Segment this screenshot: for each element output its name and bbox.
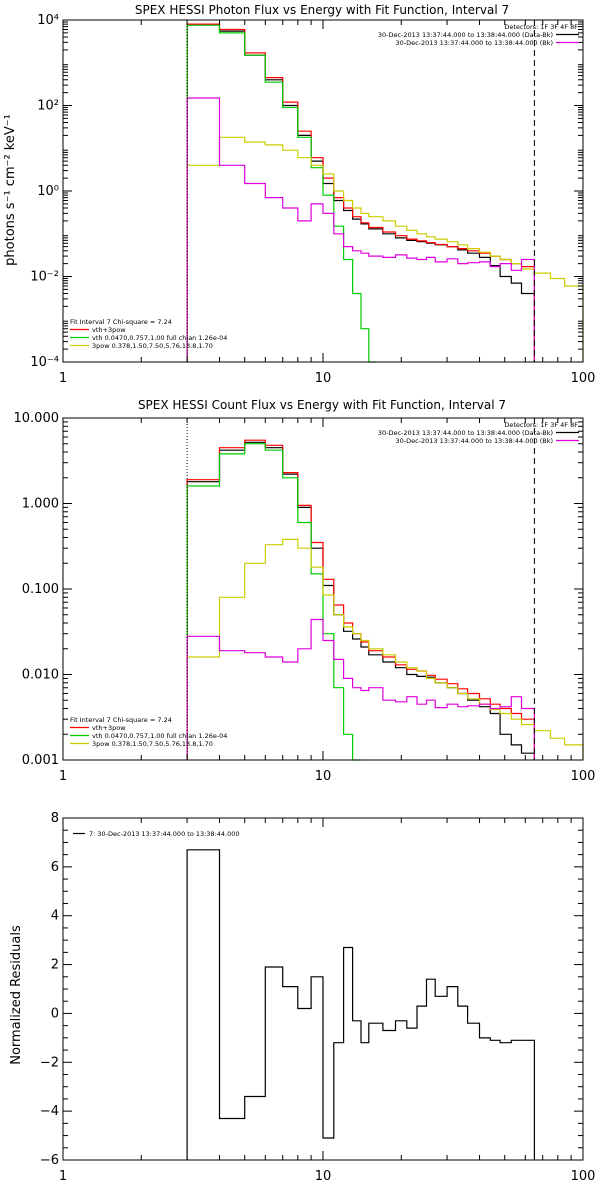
count-flux-ytick-label-2: 0.100 bbox=[22, 582, 59, 597]
photon-flux-series-4 bbox=[186, 97, 535, 362]
count-flux-ytick-label-0: 0.001 bbox=[22, 753, 59, 768]
residuals-xtick-label-2: 100 bbox=[571, 1169, 596, 1184]
residuals-ytick-label-4: 2 bbox=[51, 958, 59, 973]
residuals-series-0 bbox=[186, 849, 535, 1160]
count-flux-legend-fit: Fit Interval 7 Chi-square = 7.24vth+3pow… bbox=[70, 716, 227, 748]
residuals-axes-frame bbox=[62, 817, 584, 1161]
count-flux-series-0 bbox=[186, 441, 535, 760]
residuals-ylabel: Normalized Residuals bbox=[9, 925, 24, 1065]
count-flux-series-4 bbox=[186, 618, 535, 760]
residuals-xtick-label-1: 10 bbox=[315, 1169, 332, 1184]
count-flux-series-1 bbox=[186, 439, 535, 760]
photon-flux-panel: SPEX HESSI Photon Flux vs Energy with Fi… bbox=[3, 3, 595, 386]
count-flux-xtick-label-0: 1 bbox=[59, 769, 67, 784]
count-flux-fit-entry-2: 3pow 0.378,1.50,7.50,5.76,13.8,1.70 bbox=[92, 740, 213, 748]
count-flux-xtick-label-1: 10 bbox=[315, 769, 332, 784]
photon-flux-axes-frame bbox=[62, 19, 584, 363]
photon-flux-series-3 bbox=[186, 136, 584, 362]
residuals-series bbox=[186, 849, 535, 1160]
photon-flux-range-lines bbox=[186, 20, 535, 362]
count-flux-xtick-label-2: 100 bbox=[571, 769, 596, 784]
count-flux-legend-entry-0: 30-Dec-2013 13:37:44.000 to 13:38:44.000… bbox=[378, 429, 553, 437]
residuals-ytick-label-2: −2 bbox=[40, 1055, 59, 1070]
residuals-ytick-label-5: 4 bbox=[51, 909, 59, 924]
photon-flux-legend-entry-0: 30-Dec-2013 13:37:44.000 to 13:38:44.000… bbox=[378, 31, 553, 39]
count-flux-ytick-label-1: 0.010 bbox=[22, 668, 59, 683]
count-flux-range-lines bbox=[186, 418, 535, 760]
residuals-ytick-label-7: 8 bbox=[51, 811, 59, 826]
photon-flux-xtick-label-0: 1 bbox=[59, 371, 67, 386]
count-flux-ytick-label-3: 1.000 bbox=[22, 497, 59, 512]
residuals-legend-entry-0: 7: 30-Dec-2013 13:37:44.000 to 13:38:44.… bbox=[89, 830, 240, 838]
count-flux-ticks: 1 10 100 0.001 0.010 0.100 1.000 10.000 bbox=[14, 411, 596, 784]
photon-flux-ytick-label-3: 10² bbox=[37, 99, 59, 114]
photon-flux-legend-header: Detectors: 1F 3F 4F 8F bbox=[504, 23, 578, 31]
count-flux-fit-entry-0: vth+3pow bbox=[92, 724, 126, 732]
count-flux-legend-entry-1: 30-Dec-2013 13:37:44.000 to 13:38:44.000… bbox=[396, 437, 554, 445]
count-flux-fit-entry-1: vth 0.0470,0.757,1.00 full chian 1.26e-0… bbox=[92, 732, 227, 740]
photon-flux-ticks: 1 10 100 10⁻⁴ 10⁻² 10⁰ 10² 10⁴ bbox=[30, 13, 595, 386]
residuals-ytick-label-3: 0 bbox=[51, 1006, 59, 1021]
residuals-panel: Normalized Residuals 1 10 100 −6 −4 −2 0 2 4 6 8 7… bbox=[9, 811, 595, 1184]
count-flux-ytick-label-4: 10.000 bbox=[14, 411, 60, 426]
count-flux-panel: SPEX HESSI Count Flux vs Energy with Fit… bbox=[14, 398, 596, 784]
photon-flux-ylabel: photons s⁻¹ cm⁻² keV⁻¹ bbox=[3, 114, 18, 266]
residuals-legend: 7: 30-Dec-2013 13:37:44.000 to 13:38:44.… bbox=[73, 830, 240, 838]
count-flux-title: SPEX HESSI Count Flux vs Energy with Fit… bbox=[138, 398, 506, 412]
residuals-ytick-label-1: −4 bbox=[40, 1104, 59, 1119]
residuals-ticks: 1 10 100 −6 −4 −2 0 2 4 6 8 bbox=[40, 811, 596, 1184]
photon-flux-fit-header: Fit Interval 7 Chi-square = 7.24 bbox=[70, 318, 172, 326]
count-flux-fit-header: Fit Interval 7 Chi-square = 7.24 bbox=[70, 716, 172, 724]
photon-flux-ytick-label-0: 10⁻⁴ bbox=[30, 355, 59, 370]
photon-flux-title: SPEX HESSI Photon Flux vs Energy with Fi… bbox=[135, 3, 509, 17]
photon-flux-legend-fit: Fit Interval 7 Chi-square = 7.24vth+3pow… bbox=[70, 318, 227, 350]
photon-flux-series bbox=[186, 23, 584, 363]
photon-flux-fit-entry-0: vth+3pow bbox=[92, 326, 126, 334]
photon-flux-series-0 bbox=[186, 23, 535, 362]
photon-flux-ytick-label-2: 10⁰ bbox=[37, 184, 59, 199]
residuals-ytick-label-0: −6 bbox=[40, 1153, 59, 1168]
count-flux-series-3 bbox=[186, 538, 584, 760]
count-flux-series bbox=[186, 439, 584, 761]
photon-flux-fit-entry-2: 3pow 0.378,1.50,7.50,5.76,13.8,1.70 bbox=[92, 342, 213, 350]
residuals-ytick-label-6: 6 bbox=[51, 860, 59, 875]
photon-flux-xtick-label-2: 100 bbox=[571, 371, 596, 386]
photon-flux-fit-entry-1: vth 0.0470,0.757,1.00 full chian 1.26e-0… bbox=[92, 334, 227, 342]
photon-flux-series-1 bbox=[186, 23, 535, 362]
photon-flux-xtick-label-1: 10 bbox=[315, 371, 332, 386]
photon-flux-legend-entry-1: 30-Dec-2013 13:37:44.000 to 13:38:44.000… bbox=[396, 39, 554, 47]
count-flux-legend-header: Detectors: 1F 3F 4F 8F bbox=[504, 421, 578, 429]
residuals-xtick-label-0: 1 bbox=[59, 1169, 67, 1184]
photon-flux-series-2 bbox=[186, 24, 377, 363]
photon-flux-ytick-label-1: 10⁻² bbox=[30, 270, 59, 285]
count-flux-series-2 bbox=[186, 443, 361, 761]
count-flux-axes-frame bbox=[62, 417, 584, 761]
photon-flux-ytick-label-4: 10⁴ bbox=[37, 13, 59, 28]
